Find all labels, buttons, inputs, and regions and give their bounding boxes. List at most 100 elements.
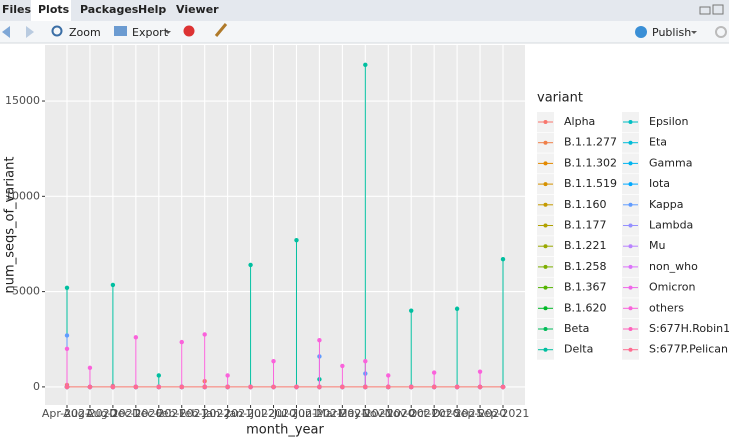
clear-plots-button[interactable] [214, 23, 228, 37]
legend-label: B.1.221 [564, 239, 607, 252]
point [64, 384, 70, 390]
publish-dropdown[interactable] [691, 31, 697, 34]
legend-item: Alpha [537, 112, 595, 132]
tab[interactable]: Plots [38, 3, 70, 16]
x-tick-label: Oct-2021 [432, 407, 483, 420]
tab[interactable]: Files [2, 3, 32, 16]
point [133, 384, 139, 390]
point [454, 384, 460, 390]
legend-label: B.1.1.277 [564, 136, 617, 149]
legend-item: B.1.620 [537, 298, 607, 319]
legend-key-point [628, 182, 633, 187]
legend-label: Omicron [649, 281, 695, 294]
x-tick-label: Dec-2021 [132, 407, 185, 420]
x-tick-label: Nov-2020 [362, 407, 415, 420]
legend-item: B.1.221 [537, 236, 607, 257]
legend-key-point [628, 264, 633, 269]
back-button[interactable] [2, 26, 10, 38]
x-tick-label: Dec-2020 [109, 407, 162, 420]
legend-key-point [543, 264, 548, 269]
legend-item: Kappa [622, 194, 683, 215]
point [409, 308, 414, 313]
legend-key-point [628, 202, 633, 207]
legend-label: B.1.177 [564, 219, 607, 232]
legend-key-point [628, 244, 633, 249]
point [294, 384, 299, 390]
y-axis-title: num_seqs_of_variant [3, 157, 18, 294]
x-axis-title: month_year [246, 423, 324, 438]
point [386, 384, 391, 390]
active-tab [31, 0, 71, 21]
legend-key-point [543, 327, 548, 331]
export-dropdown[interactable] [165, 31, 171, 34]
point [363, 358, 368, 364]
point [363, 62, 368, 68]
legend-key-point [628, 161, 633, 166]
legend-label: Lambda [649, 219, 693, 232]
point [64, 346, 70, 351]
legend-key-point [628, 120, 633, 124]
legend-item: non_who [622, 256, 698, 277]
zoom-icon[interactable] [51, 25, 63, 37]
legend-key-point [543, 140, 548, 145]
legend-item: Delta [537, 339, 593, 360]
forward-button[interactable] [26, 26, 34, 38]
legend-key-point [543, 182, 548, 187]
legend-label: Kappa [649, 198, 683, 211]
tab-bar [0, 0, 729, 21]
export-button[interactable]: Export [132, 26, 169, 39]
plot: 0 5000 10000 15000 Apr-2021Aug-2020Aug-2021D… [5, 45, 529, 420]
legend-key-point [628, 306, 633, 311]
point [271, 384, 276, 390]
legend-label: Delta [564, 343, 593, 356]
legend-label: Mu [649, 239, 665, 252]
x-tick-label: Jun-2021 [294, 407, 344, 420]
legend-key-point [628, 347, 633, 352]
publish-button[interactable]: Publish [652, 26, 691, 39]
legend-key-point [543, 223, 548, 228]
tab[interactable]: Packages [80, 3, 139, 16]
tab[interactable]: Viewer [176, 3, 219, 16]
legend-label: B.1.1.302 [564, 156, 617, 169]
legend-label: S:677H.Robin1 [649, 322, 729, 335]
export-icon[interactable] [114, 26, 127, 36]
point [363, 384, 368, 390]
legend-label: B.1.258 [564, 260, 607, 273]
point [500, 257, 506, 262]
x-tick-label: Aug-2020 [63, 407, 116, 420]
publish-icon[interactable] [635, 26, 647, 38]
legend-key-point [543, 285, 548, 290]
legend-item: S:677P.Pelican [622, 339, 728, 360]
point [340, 384, 345, 390]
legend-item: B.1.258 [537, 256, 607, 277]
point [500, 384, 506, 390]
point [477, 384, 483, 390]
x-tick-label: Jan-2021 [202, 407, 252, 420]
legend-key-point [628, 140, 633, 145]
x-tick-label: Aug-2021 [86, 407, 139, 420]
legend-label: non_who [649, 260, 698, 273]
point [225, 373, 230, 378]
point [477, 369, 483, 374]
legend-key-point [543, 202, 548, 207]
tab[interactable]: Help [138, 3, 166, 16]
legend-item: S:677H.Robin1 [622, 319, 729, 339]
remove-plot-button[interactable] [183, 25, 195, 37]
x-tick-label: Jan-2022 [225, 407, 275, 420]
point [87, 384, 93, 390]
legend-item: Lambda [622, 215, 693, 236]
x-tick-label: Feb-2021 [156, 407, 207, 420]
legend-label: B.1.1.519 [564, 177, 617, 190]
maximize-button[interactable] [712, 4, 724, 15]
legend-label: S:677P.Pelican [649, 343, 728, 356]
legend-item: Omicron [622, 277, 695, 298]
point [248, 262, 253, 268]
point [317, 384, 322, 390]
legend-item: Beta [537, 319, 589, 339]
minimize-button[interactable] [699, 6, 711, 15]
refresh-button[interactable] [715, 26, 727, 38]
x-tick-label: Sep-2021 [477, 407, 530, 420]
legend-item: Iota [622, 174, 670, 195]
zoom-button[interactable]: Zoom [69, 26, 101, 39]
